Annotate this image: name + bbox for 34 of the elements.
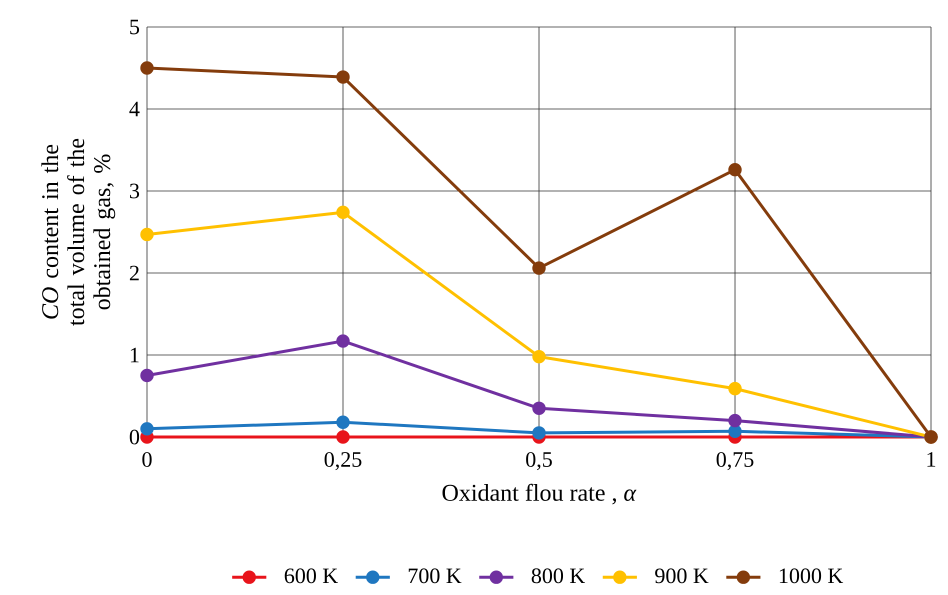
point [728,162,742,176]
point [532,426,546,440]
point [728,414,742,428]
legend-label: 700 K [408,568,462,584]
point [336,206,350,220]
point [532,402,546,416]
point [532,261,546,275]
x-axis-title: Oxidant flou rate , α [442,484,636,504]
legend-label: 1000 K [780,568,844,584]
legend-label: 900 K [655,568,709,584]
x-tick-label: 1 [927,452,936,467]
y-tick-label: 0 [130,430,140,444]
point [336,416,350,429]
x-tick-label: 0,5 [526,452,552,470]
y-tick-label: 4 [129,102,140,116]
point [140,61,154,75]
point [140,422,154,436]
y-tick-label: 3 [130,184,140,198]
point [336,430,350,444]
point [532,350,546,364]
x-tick-label: 0,75 [716,452,754,470]
x-tick-label: 0 [142,452,152,467]
point [336,70,350,84]
point [140,228,154,242]
legend-label: 600 K [284,568,338,584]
point [140,368,154,382]
y-tick-label: 5 [130,20,140,34]
y-tick-label: 1 [130,348,139,362]
x-tick-label: 0,25 [324,452,362,470]
point [728,382,742,396]
point [336,334,350,348]
point [728,424,742,438]
legend-label: 800 K [532,568,586,584]
y-tick-label: 2 [130,266,139,280]
